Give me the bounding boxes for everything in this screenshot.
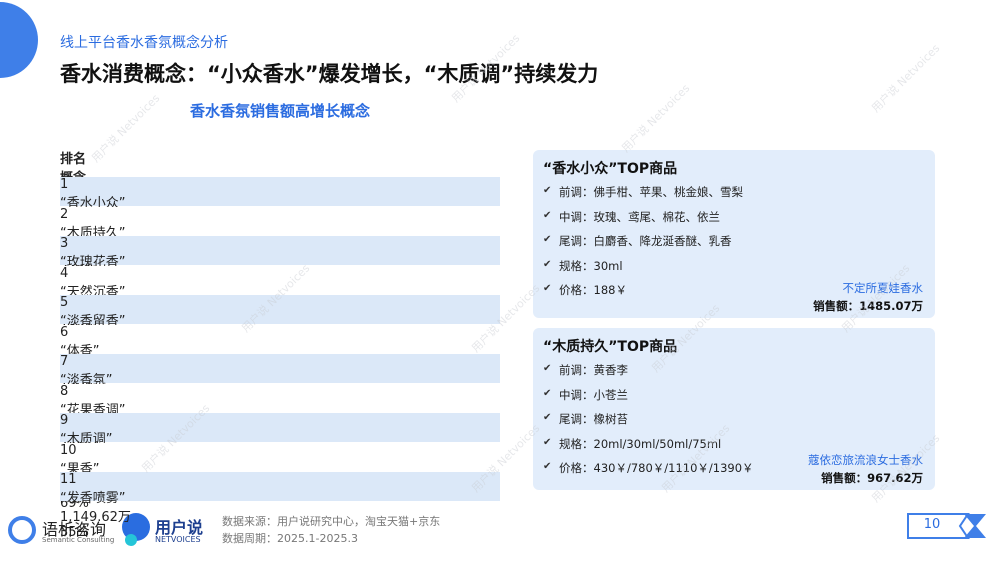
product-card: “木质持久”TOP商品 ✔ 前调：黄香李 ✔ 中调：小苍兰 ✔ 尾调：橡树苔 ✔ 规格：20ml… (533, 328, 935, 490)
header-row: 排名概念总销售额同比增长率 (60, 148, 500, 224)
cell: 10 (60, 442, 77, 458)
product-sales: 销售额：1485.07万 (813, 299, 923, 313)
check-icon: ✔ (543, 234, 552, 245)
table-row: 2“木质持久”1,167.01万215% (60, 206, 500, 275)
table-row: 9“木质调”1.45亿73% (60, 413, 500, 481)
table-row: 6“体香”4,558.58万120% (60, 324, 500, 393)
check-icon: ✔ (543, 461, 552, 472)
cell: 11 (60, 472, 77, 487)
table-row: 3“玫瑰花香”783.91万189% (60, 236, 500, 304)
logo-sub: NETVOICES (155, 535, 201, 544)
cell: 3 (60, 236, 69, 251)
cell: 1,149.62万 (60, 510, 131, 525)
logo-text: 用户说 (155, 518, 204, 537)
cell: 7 (60, 354, 69, 369)
check-icon: ✔ (543, 258, 552, 270)
card-title: “香水小众”TOP商品 (543, 161, 678, 177)
cell: “发香喷雾” (60, 491, 126, 506)
product-name: 蔻依恋旅流浪女士香水 (808, 453, 923, 467)
check-icon: ✔ (543, 209, 552, 221)
table-row: 11 “发香喷雾” 1,149.62万 35% (60, 472, 500, 540)
cell: 35% (60, 525, 89, 540)
slide-title: 香水消费概念：“小众香水”爆发增长，“木质调”持续发力 (60, 62, 599, 86)
card-title: “木质持久”TOP商品 (543, 339, 678, 355)
table-row: 8“花果香调”995.01万74% (60, 383, 500, 452)
cell: 8 (60, 383, 69, 399)
table-row: 7“淡香氛”5,646.40万78% (60, 354, 500, 422)
product-attribute: 前调：黄香李 (559, 363, 628, 377)
section-title: 线上平台香水香氛概念分析 (60, 35, 228, 51)
product-sales: 销售额：967.62万 (821, 471, 923, 485)
table-row: 10“果香”4,424.92万69% (60, 442, 500, 511)
check-icon: ✔ (543, 363, 552, 374)
check-icon: ✔ (543, 412, 552, 423)
product-attribute: 规格：20ml/30ml/50ml/75ml (559, 436, 722, 451)
product-attribute: 尾调：橡树苔 (559, 412, 628, 426)
check-icon: ✔ (543, 387, 552, 399)
check-icon: ✔ (543, 283, 552, 294)
logo-sub: Semantic Consulting (42, 536, 115, 544)
check-icon: ✔ (543, 436, 552, 448)
product-attribute: 价格：430￥/780￥/1110￥/1390￥ (559, 461, 754, 475)
page-number: 10 (923, 517, 941, 532)
check-icon: ✔ (543, 185, 552, 196)
product-attribute: 中调：小苍兰 (559, 387, 628, 402)
product-name: 不定所夏娃香水 (842, 281, 924, 295)
cell: 1 (60, 177, 69, 192)
table-title: 香水香氛销售额高增长概念 (189, 102, 370, 120)
column-header: 排名 (60, 152, 87, 167)
product-attribute: 规格：30ml (559, 258, 623, 273)
table-row: 1“香水小众”3,080.67万309% (60, 177, 500, 245)
cell: 9 (60, 413, 69, 428)
cell: 4 (60, 265, 69, 281)
product-card: “香水小众”TOP商品 ✔ 前调：佛手柑、苹果、桃金娘、雪梨 ✔ 中调：玫瑰、鸢尾、棉花… (533, 150, 935, 318)
period: 数据周期：2025.1-2025.3 (222, 532, 358, 545)
table-row: 4“天然沉香”442.95万184% (60, 265, 500, 334)
product-attribute: 价格：188￥ (559, 283, 627, 297)
cell: 2 (60, 206, 69, 222)
product-attribute: 前调：佛手柑、苹果、桃金娘、雪梨 (559, 185, 743, 199)
source: 数据来源：用户说研究中心，淘宝天猫+京东 (222, 515, 441, 528)
product-attribute: 中调：玫瑰、鸢尾、棉花、依兰 (559, 209, 720, 224)
product-attribute: 尾调：白麝香、降龙涎香醚、乳香 (559, 234, 732, 248)
cell: 6 (60, 324, 69, 340)
logo-text: 语析咨询 (42, 520, 107, 539)
cell: 5 (60, 295, 69, 310)
